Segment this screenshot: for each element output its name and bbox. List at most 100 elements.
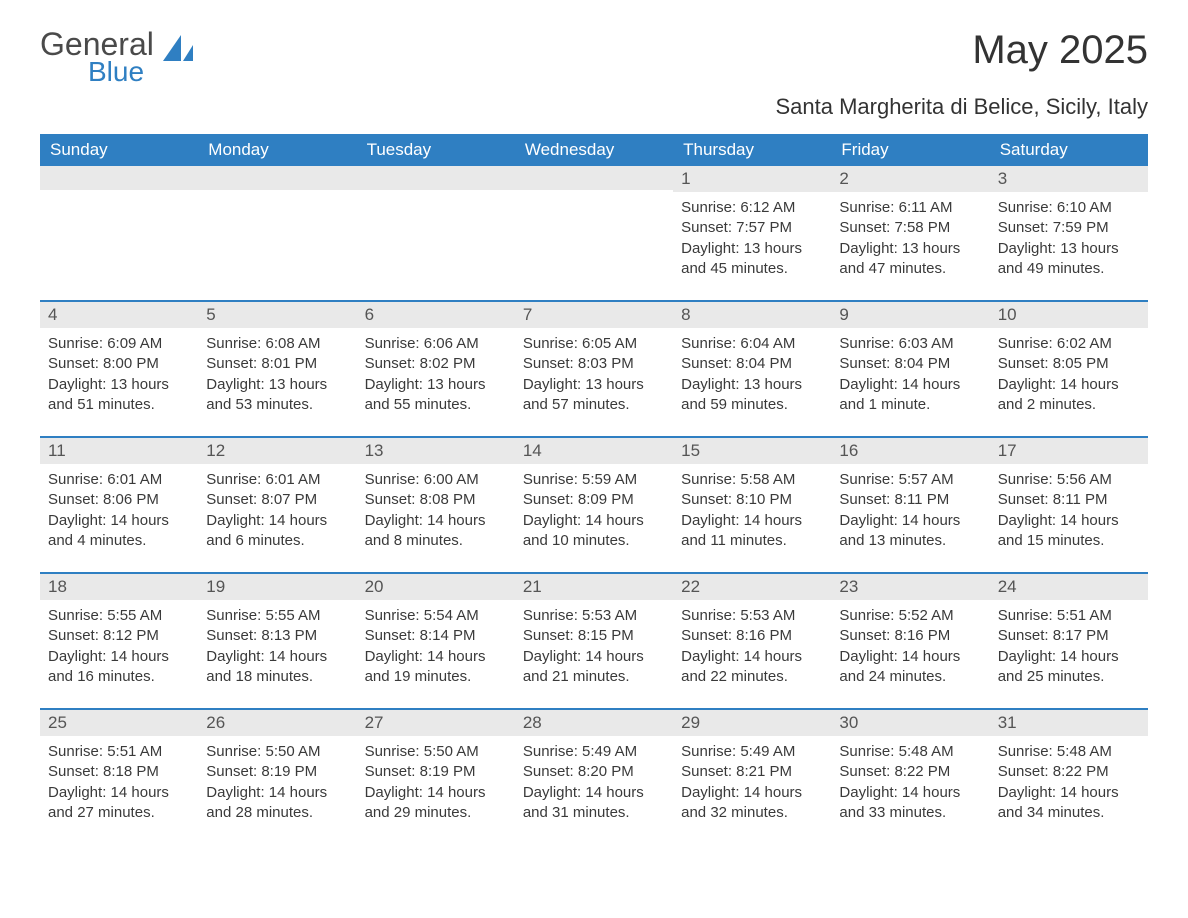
day-body: Sunrise: 6:02 AMSunset: 8:05 PMDaylight:… [990,328,1148,436]
sunset-text: Sunset: 8:16 PM [681,626,823,646]
day-body: Sunrise: 5:51 AMSunset: 8:18 PMDaylight:… [40,736,198,844]
sunset-text: Sunset: 8:20 PM [523,762,665,782]
calendar-week-row: 25Sunrise: 5:51 AMSunset: 8:18 PMDayligh… [40,709,1148,844]
day-number: 9 [831,302,989,328]
calendar-day-cell: 6Sunrise: 6:06 AMSunset: 8:02 PMDaylight… [357,301,515,437]
sunrise-text: Sunrise: 6:01 AM [206,470,348,490]
weekday-header: Wednesday [515,134,673,166]
daylight-text: Daylight: 13 hours and 51 minutes. [48,375,190,416]
day-number: 30 [831,710,989,736]
daylight-text: Daylight: 13 hours and 53 minutes. [206,375,348,416]
daylight-text: Daylight: 14 hours and 28 minutes. [206,783,348,824]
daylight-text: Daylight: 14 hours and 15 minutes. [998,511,1140,552]
sunrise-text: Sunrise: 5:59 AM [523,470,665,490]
day-number: 26 [198,710,356,736]
day-body: Sunrise: 5:57 AMSunset: 8:11 PMDaylight:… [831,464,989,572]
calendar-day-cell: 14Sunrise: 5:59 AMSunset: 8:09 PMDayligh… [515,437,673,573]
daylight-text: Daylight: 14 hours and 32 minutes. [681,783,823,824]
sunrise-text: Sunrise: 5:55 AM [206,606,348,626]
day-number: 23 [831,574,989,600]
day-number: 5 [198,302,356,328]
calendar-day-cell: 3Sunrise: 6:10 AMSunset: 7:59 PMDaylight… [990,166,1148,301]
calendar-day-cell: 8Sunrise: 6:04 AMSunset: 8:04 PMDaylight… [673,301,831,437]
day-body: Sunrise: 5:59 AMSunset: 8:09 PMDaylight:… [515,464,673,572]
calendar-day-cell: 28Sunrise: 5:49 AMSunset: 8:20 PMDayligh… [515,709,673,844]
day-body: Sunrise: 5:54 AMSunset: 8:14 PMDaylight:… [357,600,515,708]
day-body: Sunrise: 6:01 AMSunset: 8:07 PMDaylight:… [198,464,356,572]
day-number: 6 [357,302,515,328]
sunrise-text: Sunrise: 5:52 AM [839,606,981,626]
calendar-day-cell [40,166,198,301]
day-number: 10 [990,302,1148,328]
sunrise-text: Sunrise: 6:05 AM [523,334,665,354]
calendar-header-row: Sunday Monday Tuesday Wednesday Thursday… [40,134,1148,166]
calendar-day-cell: 22Sunrise: 5:53 AMSunset: 8:16 PMDayligh… [673,573,831,709]
sunrise-text: Sunrise: 5:50 AM [365,742,507,762]
sunset-text: Sunset: 8:13 PM [206,626,348,646]
sunrise-text: Sunrise: 6:04 AM [681,334,823,354]
day-number: 8 [673,302,831,328]
day-body: Sunrise: 6:11 AMSunset: 7:58 PMDaylight:… [831,192,989,300]
day-number: 24 [990,574,1148,600]
calendar-day-cell [198,166,356,301]
sunrise-text: Sunrise: 6:08 AM [206,334,348,354]
sunset-text: Sunset: 8:18 PM [48,762,190,782]
daylight-text: Daylight: 14 hours and 6 minutes. [206,511,348,552]
weekday-header: Thursday [673,134,831,166]
daylight-text: Daylight: 14 hours and 4 minutes. [48,511,190,552]
page-header: General Blue May 2025 [40,28,1148,88]
day-body: Sunrise: 5:55 AMSunset: 8:13 PMDaylight:… [198,600,356,708]
calendar-day-cell: 16Sunrise: 5:57 AMSunset: 8:11 PMDayligh… [831,437,989,573]
sunrise-text: Sunrise: 6:11 AM [839,198,981,218]
day-number: 3 [990,166,1148,192]
daylight-text: Daylight: 14 hours and 2 minutes. [998,375,1140,416]
daylight-text: Daylight: 14 hours and 18 minutes. [206,647,348,688]
calendar-day-cell: 25Sunrise: 5:51 AMSunset: 8:18 PMDayligh… [40,709,198,844]
calendar-week-row: 18Sunrise: 5:55 AMSunset: 8:12 PMDayligh… [40,573,1148,709]
sunset-text: Sunset: 7:57 PM [681,218,823,238]
sunrise-text: Sunrise: 5:49 AM [523,742,665,762]
sunset-text: Sunset: 8:21 PM [681,762,823,782]
day-number: 22 [673,574,831,600]
day-body: Sunrise: 5:53 AMSunset: 8:16 PMDaylight:… [673,600,831,708]
calendar-day-cell [515,166,673,301]
sunset-text: Sunset: 8:16 PM [839,626,981,646]
daylight-text: Daylight: 14 hours and 11 minutes. [681,511,823,552]
brand-logo: General Blue [40,28,193,88]
calendar-table: Sunday Monday Tuesday Wednesday Thursday… [40,134,1148,844]
calendar-week-row: 1Sunrise: 6:12 AMSunset: 7:57 PMDaylight… [40,166,1148,301]
day-number: 2 [831,166,989,192]
sunrise-text: Sunrise: 5:48 AM [998,742,1140,762]
day-body: Sunrise: 6:01 AMSunset: 8:06 PMDaylight:… [40,464,198,572]
calendar-day-cell: 10Sunrise: 6:02 AMSunset: 8:05 PMDayligh… [990,301,1148,437]
sunrise-text: Sunrise: 5:53 AM [681,606,823,626]
daylight-text: Daylight: 14 hours and 25 minutes. [998,647,1140,688]
day-body [40,190,198,298]
day-body: Sunrise: 5:50 AMSunset: 8:19 PMDaylight:… [198,736,356,844]
daylight-text: Daylight: 14 hours and 27 minutes. [48,783,190,824]
sunset-text: Sunset: 8:02 PM [365,354,507,374]
daylight-text: Daylight: 13 hours and 59 minutes. [681,375,823,416]
sunset-text: Sunset: 8:07 PM [206,490,348,510]
daylight-text: Daylight: 14 hours and 16 minutes. [48,647,190,688]
title-block: May 2025 [972,28,1148,73]
day-number: 20 [357,574,515,600]
sunrise-text: Sunrise: 5:49 AM [681,742,823,762]
day-number: 15 [673,438,831,464]
daylight-text: Daylight: 14 hours and 33 minutes. [839,783,981,824]
sunset-text: Sunset: 8:22 PM [998,762,1140,782]
sunrise-text: Sunrise: 6:02 AM [998,334,1140,354]
location-subtitle: Santa Margherita di Belice, Sicily, Ital… [40,94,1148,120]
sunrise-text: Sunrise: 6:00 AM [365,470,507,490]
calendar-day-cell: 21Sunrise: 5:53 AMSunset: 8:15 PMDayligh… [515,573,673,709]
day-body: Sunrise: 5:50 AMSunset: 8:19 PMDaylight:… [357,736,515,844]
sunset-text: Sunset: 8:01 PM [206,354,348,374]
day-number [40,166,198,190]
daylight-text: Daylight: 14 hours and 31 minutes. [523,783,665,824]
calendar-day-cell: 9Sunrise: 6:03 AMSunset: 8:04 PMDaylight… [831,301,989,437]
sunset-text: Sunset: 8:19 PM [206,762,348,782]
daylight-text: Daylight: 14 hours and 1 minute. [839,375,981,416]
day-body: Sunrise: 6:12 AMSunset: 7:57 PMDaylight:… [673,192,831,300]
sunset-text: Sunset: 8:00 PM [48,354,190,374]
sunrise-text: Sunrise: 6:12 AM [681,198,823,218]
